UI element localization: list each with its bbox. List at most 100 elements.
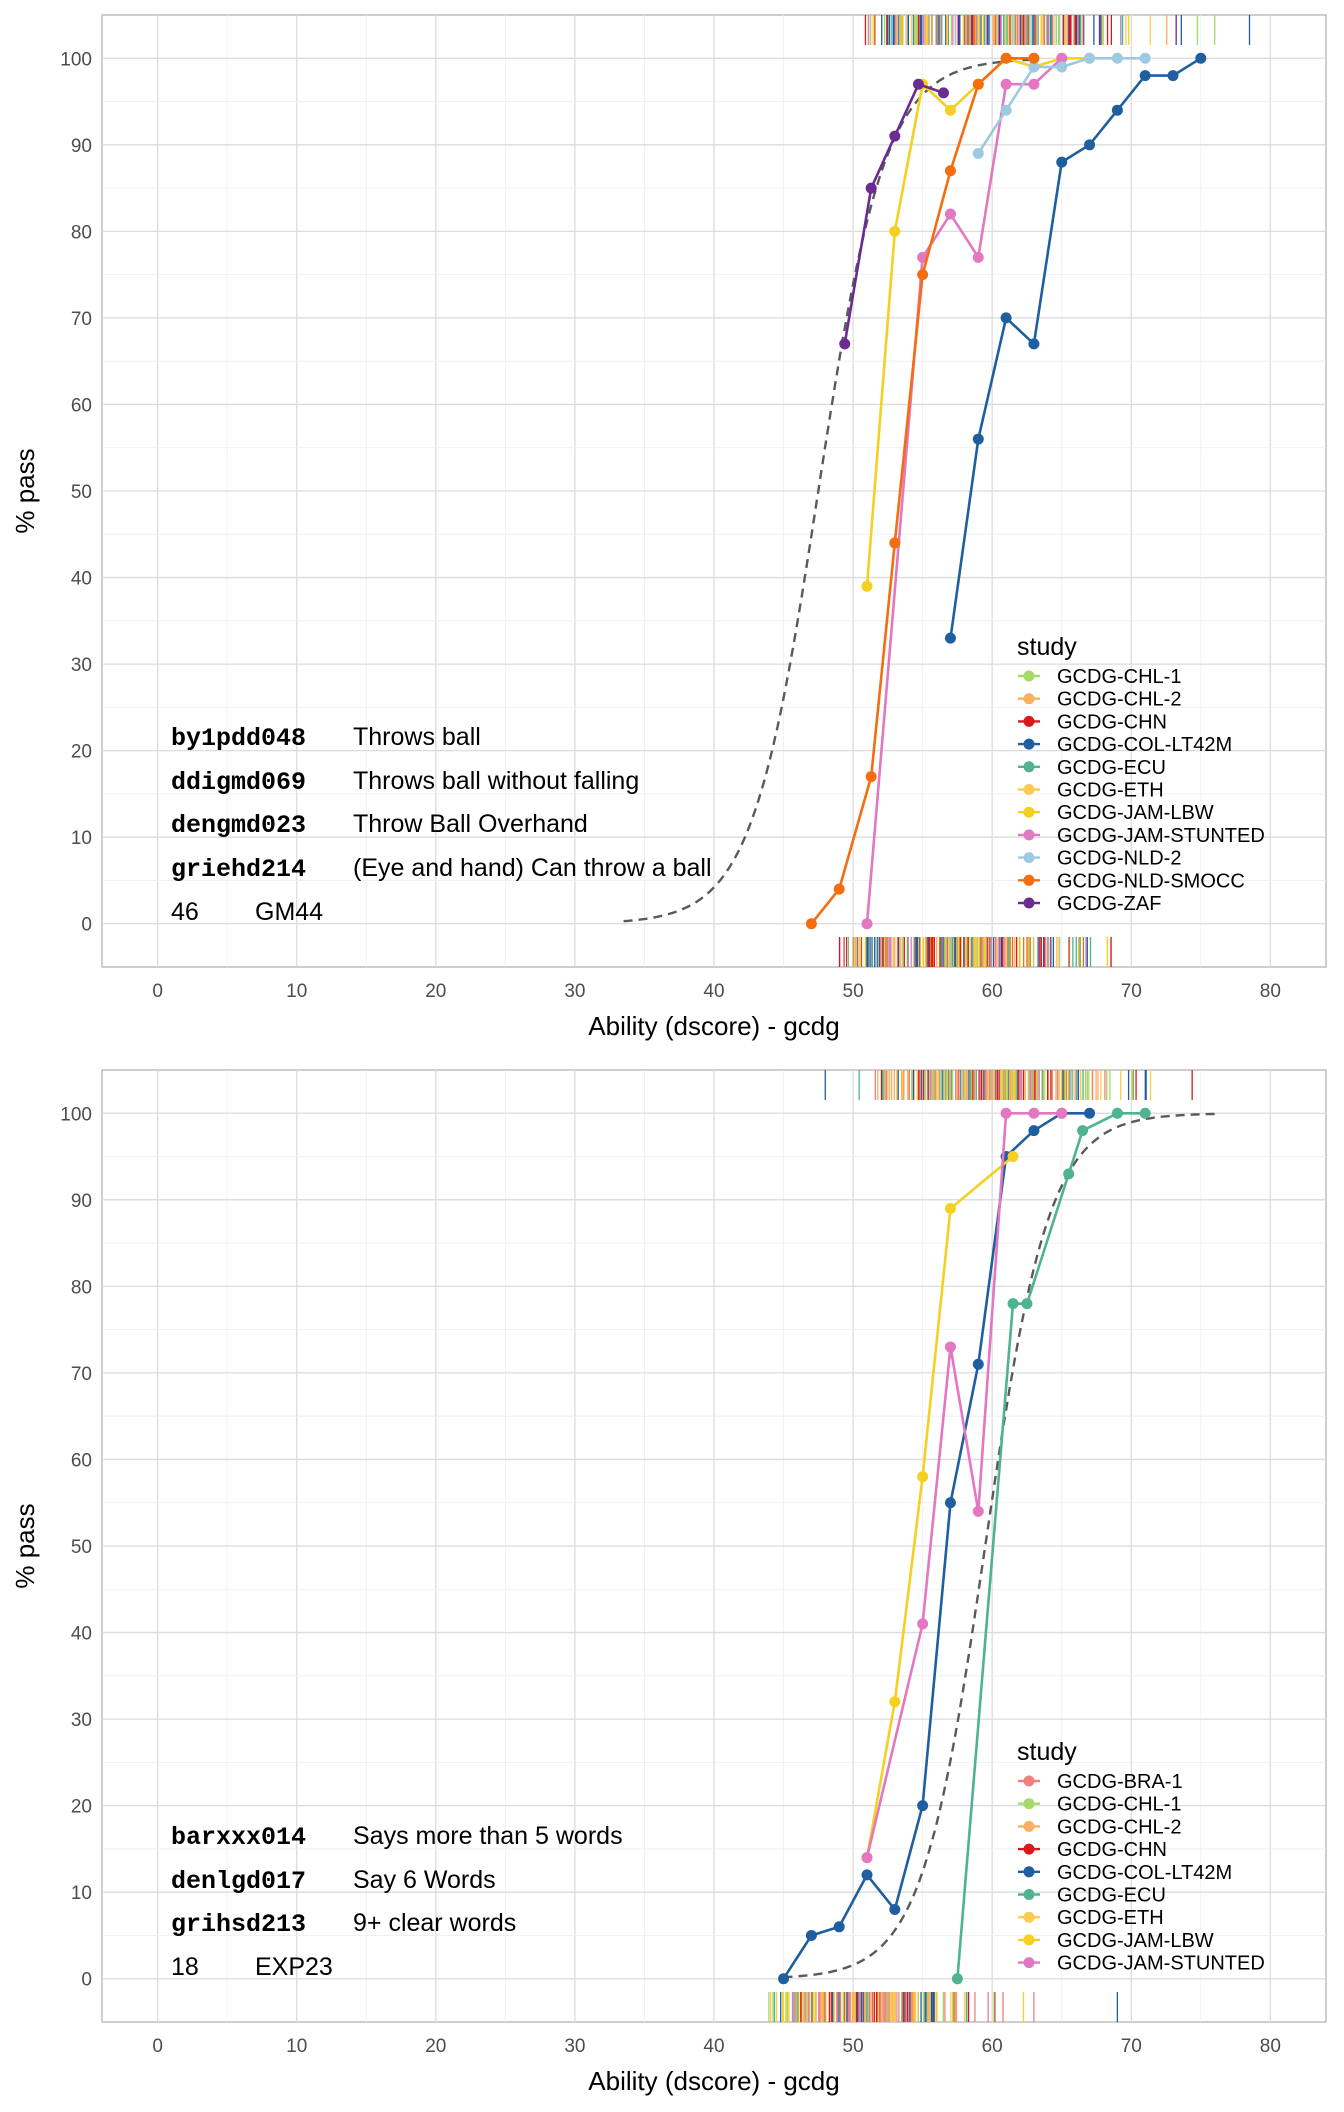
data-point <box>917 1471 929 1483</box>
reference-curve-line <box>623 58 1034 923</box>
y-tick-label: 50 <box>71 1537 92 1558</box>
reference-curve-line <box>783 1112 1215 1979</box>
data-point <box>861 580 873 592</box>
data-point <box>805 1929 817 1941</box>
data-point <box>1084 1107 1096 1119</box>
domain-code: GM44 <box>255 898 323 926</box>
data-point <box>889 225 901 237</box>
data-point <box>889 1696 901 1708</box>
x-tick-label: 50 <box>843 981 864 1002</box>
series-lines <box>778 1107 1151 1985</box>
data-point <box>944 632 956 644</box>
item-code: by1pdd048 <box>171 724 306 753</box>
legend-label: GCDG-ZAF <box>1057 893 1161 915</box>
data-point <box>1007 1151 1019 1163</box>
y-tick-label: 0 <box>81 915 92 936</box>
legend-label: GCDG-CHL-1 <box>1057 666 1181 688</box>
x-axis-title: Ability (dscore) - gcdg <box>588 1011 839 1041</box>
data-point <box>972 433 984 445</box>
data-point <box>944 104 956 116</box>
tick-labels: 0 10 20 30 40 50 60 70 80 0 10 20 30 40 50 60 70 80 90 100 <box>60 49 1281 1002</box>
y-tick-label: 100 <box>60 1104 92 1125</box>
data-point <box>1000 312 1012 324</box>
data-point <box>1000 52 1012 64</box>
item-label: Throw Ball Overhand <box>353 810 588 838</box>
y-tick-label: 60 <box>71 1450 92 1471</box>
y-tick-label: 30 <box>71 1710 92 1731</box>
data-point <box>1056 52 1068 64</box>
legend-title: study <box>1017 633 1077 661</box>
series-lines <box>805 52 1207 930</box>
y-tick-label: 80 <box>71 222 92 243</box>
data-point <box>917 269 929 281</box>
legend-key-dot <box>1023 1911 1035 1923</box>
y-tick-label: 30 <box>71 655 92 676</box>
y-tick-label: 0 <box>81 1970 92 1991</box>
legend-key-dot <box>1023 1957 1035 1969</box>
data-point <box>938 87 949 99</box>
chart-panel-2: 0 10 20 30 40 50 60 70 800102030405060708090100 … <box>10 1069 1327 2096</box>
item-labels: barxxx014 Says more than 5 words denlgd0… <box>171 1822 623 1981</box>
legend-label: GCDG-ECU <box>1057 1885 1166 1907</box>
legend-label: GCDG-JAM-STUNTED <box>1057 1953 1265 1975</box>
x-tick-label: 80 <box>1260 981 1281 1002</box>
y-tick-label: 80 <box>71 1277 92 1298</box>
y-tick-label: 10 <box>71 828 92 849</box>
data-point <box>1007 1298 1019 1310</box>
legend-label: GCDG-NLD-SMOCC <box>1057 870 1245 892</box>
data-point <box>839 338 851 350</box>
legend-label: GCDG-COL-LT42M <box>1057 734 1232 756</box>
data-point <box>1084 139 1096 151</box>
legend-label: GCDG-CHL-1 <box>1057 1794 1181 1816</box>
legend-key-dot <box>1023 1843 1035 1855</box>
legend-key-dot <box>1023 715 1035 727</box>
data-point <box>778 1973 790 1985</box>
data-point <box>833 1921 845 1933</box>
legend-key-dot <box>1023 897 1035 909</box>
data-point <box>972 1358 984 1370</box>
data-point <box>889 130 901 142</box>
legend-label: GCDG-CHL-2 <box>1057 689 1181 711</box>
data-point <box>861 918 873 930</box>
tick-labels: 0 10 20 30 40 50 60 70 80 0 10 20 30 40 50 60 70 80 90 100 <box>60 1104 1281 2057</box>
data-point <box>861 1869 873 1881</box>
data-point <box>889 537 901 549</box>
legend-key-dot <box>1023 670 1035 682</box>
item-count: 18 <box>171 1953 199 1981</box>
reference-curve <box>623 58 1034 923</box>
data-point <box>912 78 924 90</box>
x-tick-label: 0 <box>152 2036 163 2057</box>
data-point <box>951 1973 963 1985</box>
y-tick-label: 70 <box>71 309 92 330</box>
y-axis-title: % pass <box>10 448 40 533</box>
legend-label: GCDG-CHN <box>1057 1839 1167 1861</box>
x-tick-label: 50 <box>843 2036 864 2057</box>
data-point <box>1056 61 1068 73</box>
legend-key-dot <box>1023 784 1035 795</box>
x-tick-label: 70 <box>1121 981 1142 1002</box>
data-point <box>1056 156 1068 168</box>
rug-marks <box>768 1070 1193 2022</box>
item-code: ddigmd069 <box>171 768 306 797</box>
y-tick-label: 50 <box>71 482 92 503</box>
y-tick-label: 40 <box>71 1624 92 1645</box>
y-tick-label: 90 <box>71 1191 92 1212</box>
rug-marks <box>838 15 1251 967</box>
y-tick-label: 100 <box>60 49 92 70</box>
legend-key-dot <box>1023 1820 1035 1832</box>
data-point <box>1111 52 1123 64</box>
data-point <box>972 251 984 263</box>
domain-code: EXP23 <box>255 1953 333 1981</box>
x-tick-label: 70 <box>1121 2036 1142 2057</box>
legend-label: GCDG-ETH <box>1057 1907 1164 1929</box>
data-point <box>1028 52 1040 64</box>
data-point <box>972 1505 984 1517</box>
legend-key-dot <box>1023 852 1035 864</box>
data-point <box>1028 78 1040 90</box>
data-point <box>1111 104 1123 116</box>
data-point <box>1077 1125 1089 1137</box>
y-tick-label: 90 <box>71 136 92 157</box>
legend-key-dot <box>1023 874 1035 886</box>
reference-curve <box>783 1112 1215 1979</box>
